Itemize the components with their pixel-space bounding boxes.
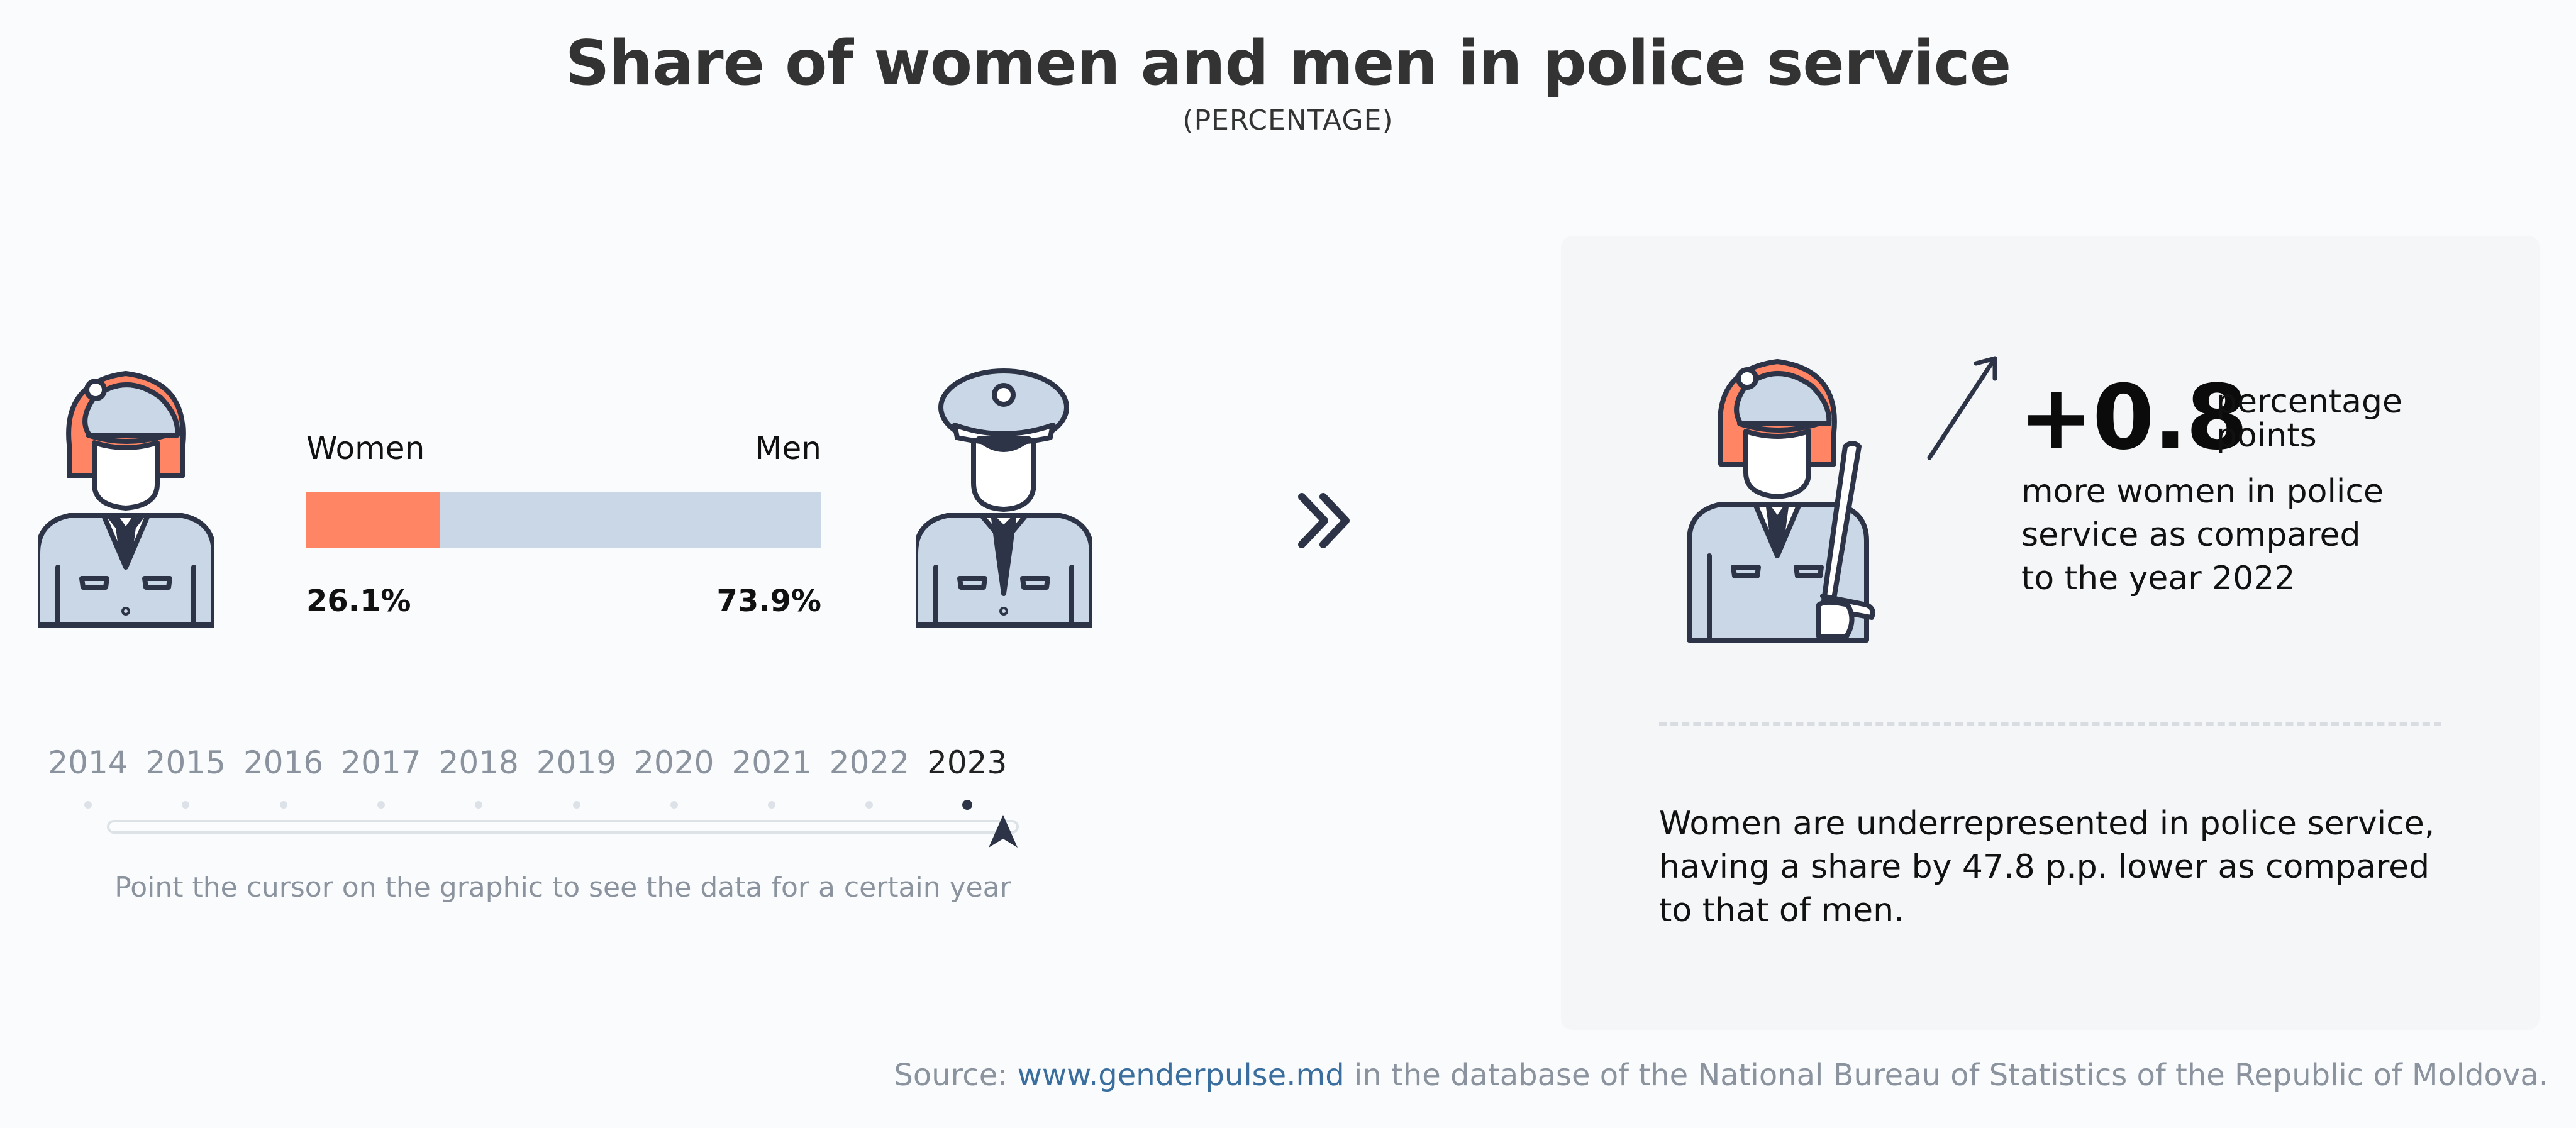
double-chevron-right-icon[interactable]	[1294, 489, 1357, 552]
timeline-dot-2014[interactable]	[84, 801, 92, 809]
year-timeline[interactable]: 2014 2015 2016 2017 2018 2019 2020 2021 2022 2023	[48, 744, 1050, 845]
delta-value: +0.8	[2019, 366, 2248, 470]
timeline-dot-2020[interactable]	[670, 801, 678, 809]
year-pointer-icon	[989, 815, 1018, 848]
chart-title: Share of women and men in police service	[565, 28, 2011, 99]
timeline-dot-2022[interactable]	[865, 801, 874, 809]
timeline-track[interactable]	[107, 820, 1019, 834]
timeline-dot-2017[interactable]	[377, 801, 385, 809]
women-label: Women	[306, 430, 425, 467]
chart-subtitle: (PERCENTAGE)	[1182, 104, 1394, 136]
timeline-year-2016[interactable]: 2016	[243, 744, 324, 781]
delta-description: more women in police service as compared…	[2021, 473, 2384, 597]
timeline-year-2020[interactable]: 2020	[634, 744, 714, 781]
men-value-label: 73.9%	[716, 583, 821, 619]
timeline-dot-2021[interactable]	[768, 801, 776, 809]
source-line: Source: www.genderpulse.md in the databa…	[894, 1058, 2548, 1093]
timeline-dot-2016[interactable]	[279, 801, 287, 809]
timeline-year-2015[interactable]: 2015	[145, 744, 226, 781]
delta-unit: percentage points	[2216, 383, 2403, 455]
source-suffix: in the database of the National Bureau o…	[1353, 1058, 2548, 1093]
policewoman-icon	[38, 371, 214, 628]
women-value-label: 26.1%	[306, 583, 411, 619]
timeline-dot-2015[interactable]	[182, 801, 190, 809]
source-link[interactable]: www.genderpulse.md	[1017, 1058, 1345, 1093]
timeline-year-2021[interactable]: 2021	[731, 744, 812, 781]
bar-segment-women[interactable]	[306, 492, 441, 548]
timeline-dot-2018[interactable]	[475, 801, 483, 809]
panel-divider	[1659, 722, 2441, 726]
timeline-year-2017[interactable]: 2017	[341, 744, 421, 781]
gap-note: Women are underrepresented in police ser…	[1659, 805, 2435, 929]
policewoman-baton-icon	[1687, 359, 1875, 643]
timeline-year-2014[interactable]: 2014	[48, 744, 128, 781]
bar-segment-men[interactable]	[440, 492, 821, 548]
timeline-year-2019[interactable]: 2019	[536, 744, 617, 781]
stacked-share-bar[interactable]	[306, 492, 821, 548]
timeline-year-2022[interactable]: 2022	[829, 744, 910, 781]
source-prefix: Source:	[894, 1058, 1008, 1093]
men-label: Men	[755, 430, 821, 467]
timeline-dot-2019[interactable]	[572, 801, 580, 809]
timeline-dot-2023[interactable]	[962, 800, 972, 810]
policeman-icon	[916, 368, 1092, 628]
arrow-up-right-icon	[1927, 356, 1997, 460]
timeline-year-2023[interactable]: 2023	[927, 744, 1008, 781]
timeline-year-2018[interactable]: 2018	[438, 744, 519, 781]
timeline-hint: Point the cursor on the graphic to see t…	[114, 871, 1011, 904]
